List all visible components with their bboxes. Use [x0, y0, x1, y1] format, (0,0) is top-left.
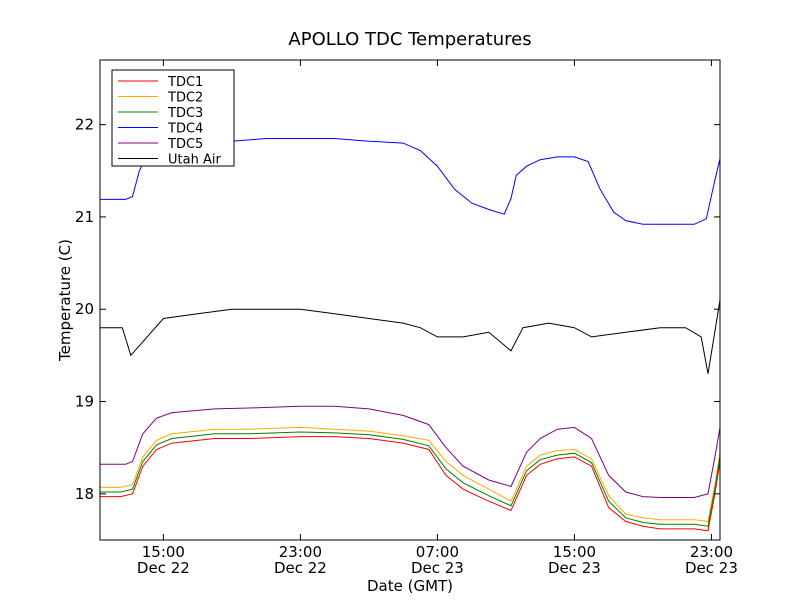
- x-tick-time-label: 07:00: [416, 543, 459, 561]
- y-tick-label: 18: [75, 485, 94, 503]
- x-tick-time-label: 23:00: [690, 543, 733, 561]
- y-tick-label: 19: [75, 393, 94, 411]
- legend-label: TDC4: [167, 122, 203, 137]
- legend-box: [111, 69, 235, 167]
- x-axis-label: Date (GMT): [367, 577, 453, 595]
- plot-frame: [99, 59, 721, 541]
- series-line-tdc2: [100, 426, 721, 523]
- y-axis-label: Temperature (C): [56, 239, 74, 362]
- x-tick-date-label: Dec 23: [685, 559, 738, 577]
- x-tick-date-label: Dec 23: [548, 559, 601, 577]
- chart-title: APOLLO TDC Temperatures: [288, 29, 531, 50]
- y-tick-label: 20: [75, 300, 94, 318]
- legend-label: Utah Air: [168, 153, 221, 168]
- legend-label: TDC2: [167, 91, 203, 106]
- legend-label: TDC3: [167, 106, 203, 121]
- legend-label: TDC5: [167, 137, 203, 152]
- x-tick-date-label: Dec 22: [137, 559, 190, 577]
- series-line-tdc1: [100, 436, 721, 532]
- y-axis: 18 19 20 21 22: [75, 116, 720, 503]
- legend-label: TDC1: [167, 75, 203, 90]
- series-line-tdc5: [100, 405, 721, 498]
- x-tick-date-label: Dec 22: [274, 559, 327, 577]
- series-line-tdc3: [100, 431, 721, 527]
- series-line-utah-air: [100, 299, 721, 374]
- x-tick-date-label: Dec 23: [411, 559, 464, 577]
- y-tick-label: 21: [75, 208, 94, 226]
- x-tick-time-label: 15:00: [142, 543, 185, 561]
- x-tick-time-label: 15:00: [553, 543, 596, 561]
- y-tick-label: 22: [75, 116, 94, 134]
- x-tick-time-label: 23:00: [279, 543, 322, 561]
